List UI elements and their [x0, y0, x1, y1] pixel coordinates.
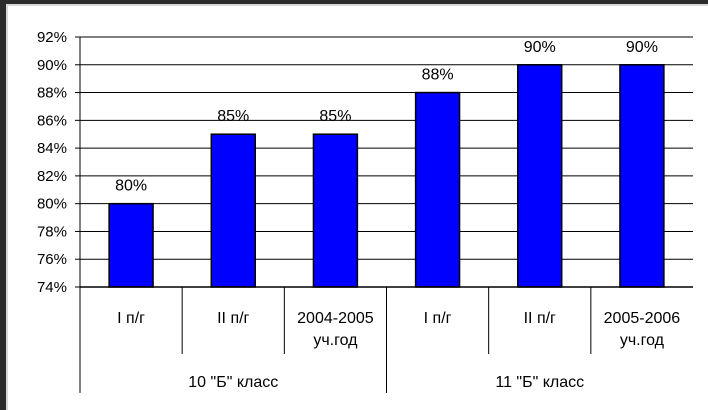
axes: [75, 36, 693, 393]
bar: [414, 91, 461, 288]
bar: [517, 64, 563, 288]
category-label: II п/г: [524, 310, 556, 327]
bar: [210, 133, 256, 288]
category-label: I п/г: [117, 310, 145, 327]
bar: [619, 64, 665, 288]
y-tick-label: 74%: [37, 279, 67, 296]
data-label: 80%: [115, 178, 147, 195]
group-label: 10 "Б" класс: [188, 374, 278, 391]
data-label: 85%: [319, 108, 351, 125]
data-label: 88%: [422, 67, 454, 84]
data-label: 85%: [217, 108, 249, 125]
grid-lines: [80, 36, 693, 288]
y-tick-label: 92%: [37, 29, 67, 46]
category-label: 2004-2005: [297, 310, 374, 327]
bar: [108, 202, 154, 288]
bars: [108, 64, 665, 288]
y-tick-label: 78%: [37, 223, 67, 240]
category-label: II п/г: [217, 310, 249, 327]
y-tick-label: 84%: [37, 140, 67, 157]
category-label: I п/г: [424, 310, 452, 327]
y-tick-label: 86%: [37, 112, 67, 129]
category-label: уч.год: [620, 332, 665, 349]
category-label: уч.год: [313, 332, 358, 349]
y-tick-label: 80%: [37, 196, 67, 213]
data-label: 90%: [626, 39, 658, 56]
group-label: 11 "Б" класс: [495, 374, 584, 391]
y-tick-label: 82%: [37, 168, 67, 185]
y-tick-label: 90%: [37, 57, 67, 74]
labels: 74% 76% 78% 80% 82% 84% 86% 88% 90% 92% 80% 85% 85% 8…: [37, 29, 680, 391]
category-label: 2005-2006: [604, 310, 681, 327]
y-tick-label: 76%: [37, 251, 67, 268]
bar: [312, 133, 359, 288]
y-tick-label: 88%: [37, 85, 67, 102]
data-label: 90%: [524, 39, 556, 56]
